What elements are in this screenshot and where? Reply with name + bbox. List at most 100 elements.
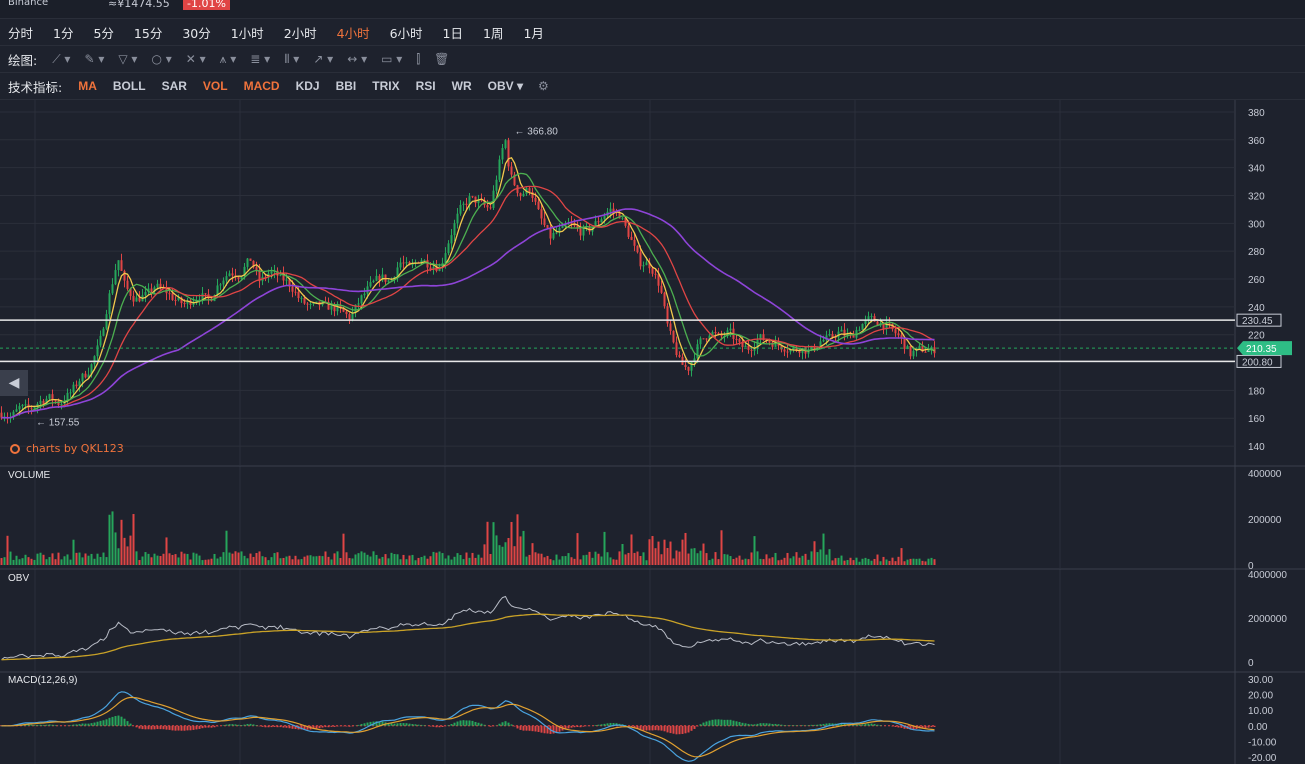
candle-233 [699,338,702,345]
candle-284 [852,334,855,338]
volume-bar-217 [651,536,654,565]
candle-215 [645,262,648,266]
macd-hist-110 [330,725,333,727]
interval-7[interactable]: 4小时 [336,25,370,41]
volume-bar-285 [855,557,858,565]
indicator-ma[interactable]: MA [78,79,97,93]
indicator-sar[interactable]: SAR [161,79,187,93]
macd-hist-92 [276,725,279,728]
candle-280 [840,329,843,332]
candle-38 [114,270,117,285]
macd-hist-87 [261,725,264,727]
indicator-wr[interactable]: WR [451,79,472,93]
indicator-vol[interactable]: VOL [202,79,228,93]
macd-tick-label: 20.00 [1248,691,1273,702]
candle-71 [213,295,216,302]
candle-119 [357,303,360,305]
interval-4[interactable]: 30分 [182,25,211,41]
interval-8[interactable]: 6小时 [389,25,423,41]
volume-bar-30 [90,553,93,565]
interval-2[interactable]: 5分 [93,25,114,41]
bars-tool-icon[interactable]: ⫿ [416,51,421,66]
macd-hist-218 [654,725,657,731]
volume-bar-262 [786,552,789,565]
volume-bar-194 [582,555,585,565]
candle-247 [741,341,744,348]
volume-bar-224 [672,558,675,565]
volume-bar-127 [381,556,384,565]
volume-bar-95 [285,556,288,565]
macd-hist-144 [432,725,435,727]
candle-39 [117,260,120,271]
indicator-trix[interactable]: TRIX [372,79,400,93]
volume-bar-311 [933,559,936,565]
comment-tool-icon[interactable]: ▭ ▾ [381,52,403,66]
candle-303 [909,346,912,357]
volume-bar-143 [429,556,432,565]
macd-hist-179 [537,725,540,732]
fib-tool-icon[interactable]: ▽ ▾ [118,52,138,66]
macd-hist-292 [876,724,879,726]
indicator-rsi[interactable]: RSI [415,79,436,93]
price-readout: ≈¥1474.55 [108,0,170,10]
interval-6[interactable]: 2小时 [283,25,317,41]
candle-72 [216,285,219,296]
candle-31 [93,356,96,365]
volume-bar-245 [735,557,738,565]
macd-hist-158 [474,721,477,726]
level-label: 230.45 [1242,316,1273,327]
candle-297 [891,323,894,330]
trash-icon[interactable]: 🗑 [434,52,450,66]
volume-bar-12 [36,553,39,565]
macd-hist-211 [633,725,636,729]
indicator-kdj[interactable]: KDJ [295,79,320,93]
macd-hist-252 [756,723,759,726]
interval-9[interactable]: 1日 [442,25,463,41]
interval-10[interactable]: 1周 [483,25,504,41]
candle-209 [627,225,630,237]
volume-bar-114 [342,533,345,565]
arrow-tool-icon[interactable]: ↗ ▾ [313,52,334,66]
macd-hist-85 [255,725,258,726]
indicator-obv[interactable]: OBV ▾ [487,79,523,93]
y-tick-label: 140 [1248,442,1265,453]
candle-187 [561,224,564,229]
cross-tool-icon[interactable]: ✕ ▾ [185,52,206,66]
macd-hist-136 [408,723,411,726]
volume-bar-58 [174,554,177,565]
chart-canvas[interactable]: 3803603403203002802602402202001801601402… [0,100,1305,764]
range-tool-icon[interactable]: ↔ ▾ [347,52,368,66]
channel-tool-icon[interactable]: ≣ ▾ [250,52,271,66]
interval-11[interactable]: 1月 [523,25,544,41]
macd-hist-14 [42,724,45,726]
shape-tool-icon[interactable]: ○ ▾ [151,52,172,66]
candle-171 [513,174,516,186]
pattern-tool-icon[interactable]: ⩚ ▾ [219,51,237,66]
volume-bar-153 [459,555,462,565]
indicator-macd[interactable]: MACD [243,79,280,93]
macd-hist-209 [627,725,630,727]
indicator-settings-gear-icon[interactable]: ⚙ [538,79,549,93]
interval-5[interactable]: 1小时 [230,25,264,41]
interval-1[interactable]: 1分 [53,25,74,41]
interval-0[interactable]: 分时 [8,25,34,41]
volume-bar-78 [234,551,237,565]
volume-bar-94 [282,557,285,565]
indicator-bbi[interactable]: BBI [335,79,357,93]
volume-bar-215 [645,560,648,565]
volume-bar-54 [162,553,165,565]
interval-3[interactable]: 15分 [133,25,163,41]
candle-157 [471,196,474,198]
candle-153 [459,204,462,214]
volume-bar-19 [57,552,60,565]
gann-tool-icon[interactable]: ⦀ ▾ [284,51,300,66]
indicator-boll[interactable]: BOLL [112,79,146,93]
candle-257 [771,342,774,347]
pen-tool-icon[interactable]: ✎ ▾ [84,52,105,66]
scroll-left-button[interactable]: ◀ [0,370,28,396]
macd-hist-301 [903,725,906,729]
line-tool-icon[interactable]: ⟋ ▾ [52,51,71,66]
candle-132 [396,267,399,277]
volume-bar-263 [789,558,792,565]
volume-bar-232 [696,553,699,565]
